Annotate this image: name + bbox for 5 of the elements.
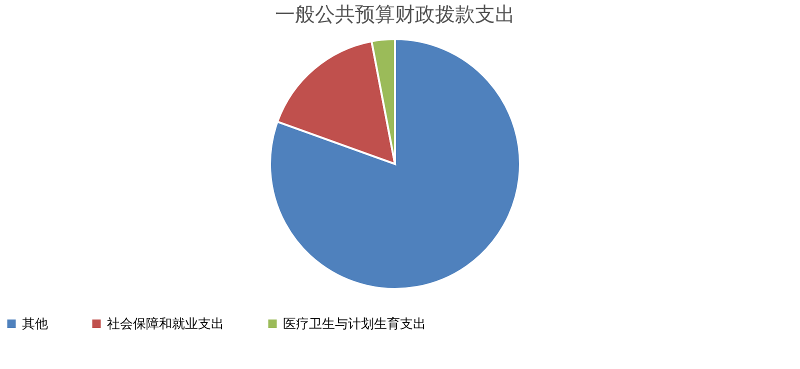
legend-label: 其他 xyxy=(22,316,48,332)
chart-title: 一般公共预算财政拨款支出 xyxy=(275,2,515,26)
pie-slice xyxy=(269,38,521,290)
legend-label: 社会保障和就业支出 xyxy=(107,316,224,332)
legend-label: 医疗卫生与计划生育支出 xyxy=(283,316,426,332)
